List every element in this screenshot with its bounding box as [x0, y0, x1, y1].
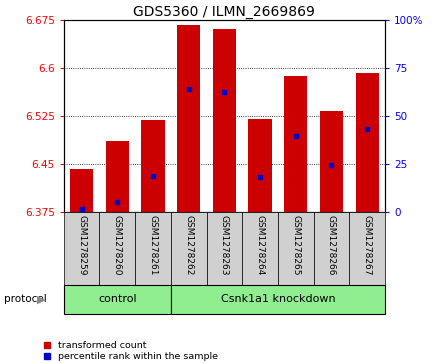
- Point: [150, 174, 157, 179]
- Text: control: control: [98, 294, 137, 305]
- Text: GSM1278264: GSM1278264: [256, 215, 264, 275]
- Text: ▶: ▶: [37, 294, 46, 305]
- Bar: [242, 212, 278, 285]
- Text: protocol: protocol: [4, 294, 47, 305]
- Text: Csnk1a1 knockdown: Csnk1a1 knockdown: [220, 294, 335, 305]
- Title: GDS5360 / ILMN_2669869: GDS5360 / ILMN_2669869: [133, 5, 315, 19]
- Bar: [64, 212, 99, 285]
- Text: GSM1278259: GSM1278259: [77, 215, 86, 275]
- Point: [328, 162, 335, 168]
- Text: GSM1278265: GSM1278265: [291, 215, 300, 275]
- Text: GSM1278260: GSM1278260: [113, 215, 122, 275]
- Point: [78, 205, 85, 211]
- Bar: [278, 212, 314, 285]
- Bar: [206, 212, 242, 285]
- Text: GSM1278262: GSM1278262: [184, 215, 193, 275]
- Bar: [135, 212, 171, 285]
- Bar: [320, 111, 343, 212]
- Legend: transformed count, percentile rank within the sample: transformed count, percentile rank withi…: [42, 339, 220, 363]
- Bar: [70, 169, 93, 212]
- Bar: [141, 120, 165, 212]
- Bar: [106, 141, 129, 212]
- Bar: [64, 285, 171, 314]
- Point: [363, 126, 370, 132]
- Bar: [171, 212, 206, 285]
- Bar: [356, 73, 379, 212]
- Point: [221, 90, 228, 95]
- Point: [185, 86, 192, 92]
- Point: [292, 133, 299, 139]
- Bar: [314, 212, 349, 285]
- Text: GSM1278263: GSM1278263: [220, 215, 229, 275]
- Bar: [349, 212, 385, 285]
- Bar: [177, 25, 200, 212]
- Text: GSM1278261: GSM1278261: [149, 215, 158, 275]
- Bar: [284, 76, 308, 212]
- Bar: [213, 29, 236, 212]
- Text: GSM1278267: GSM1278267: [363, 215, 372, 275]
- Bar: [99, 212, 135, 285]
- Point: [114, 199, 121, 205]
- Text: GSM1278266: GSM1278266: [327, 215, 336, 275]
- Bar: [249, 119, 271, 212]
- Bar: [171, 285, 385, 314]
- Point: [257, 174, 264, 180]
